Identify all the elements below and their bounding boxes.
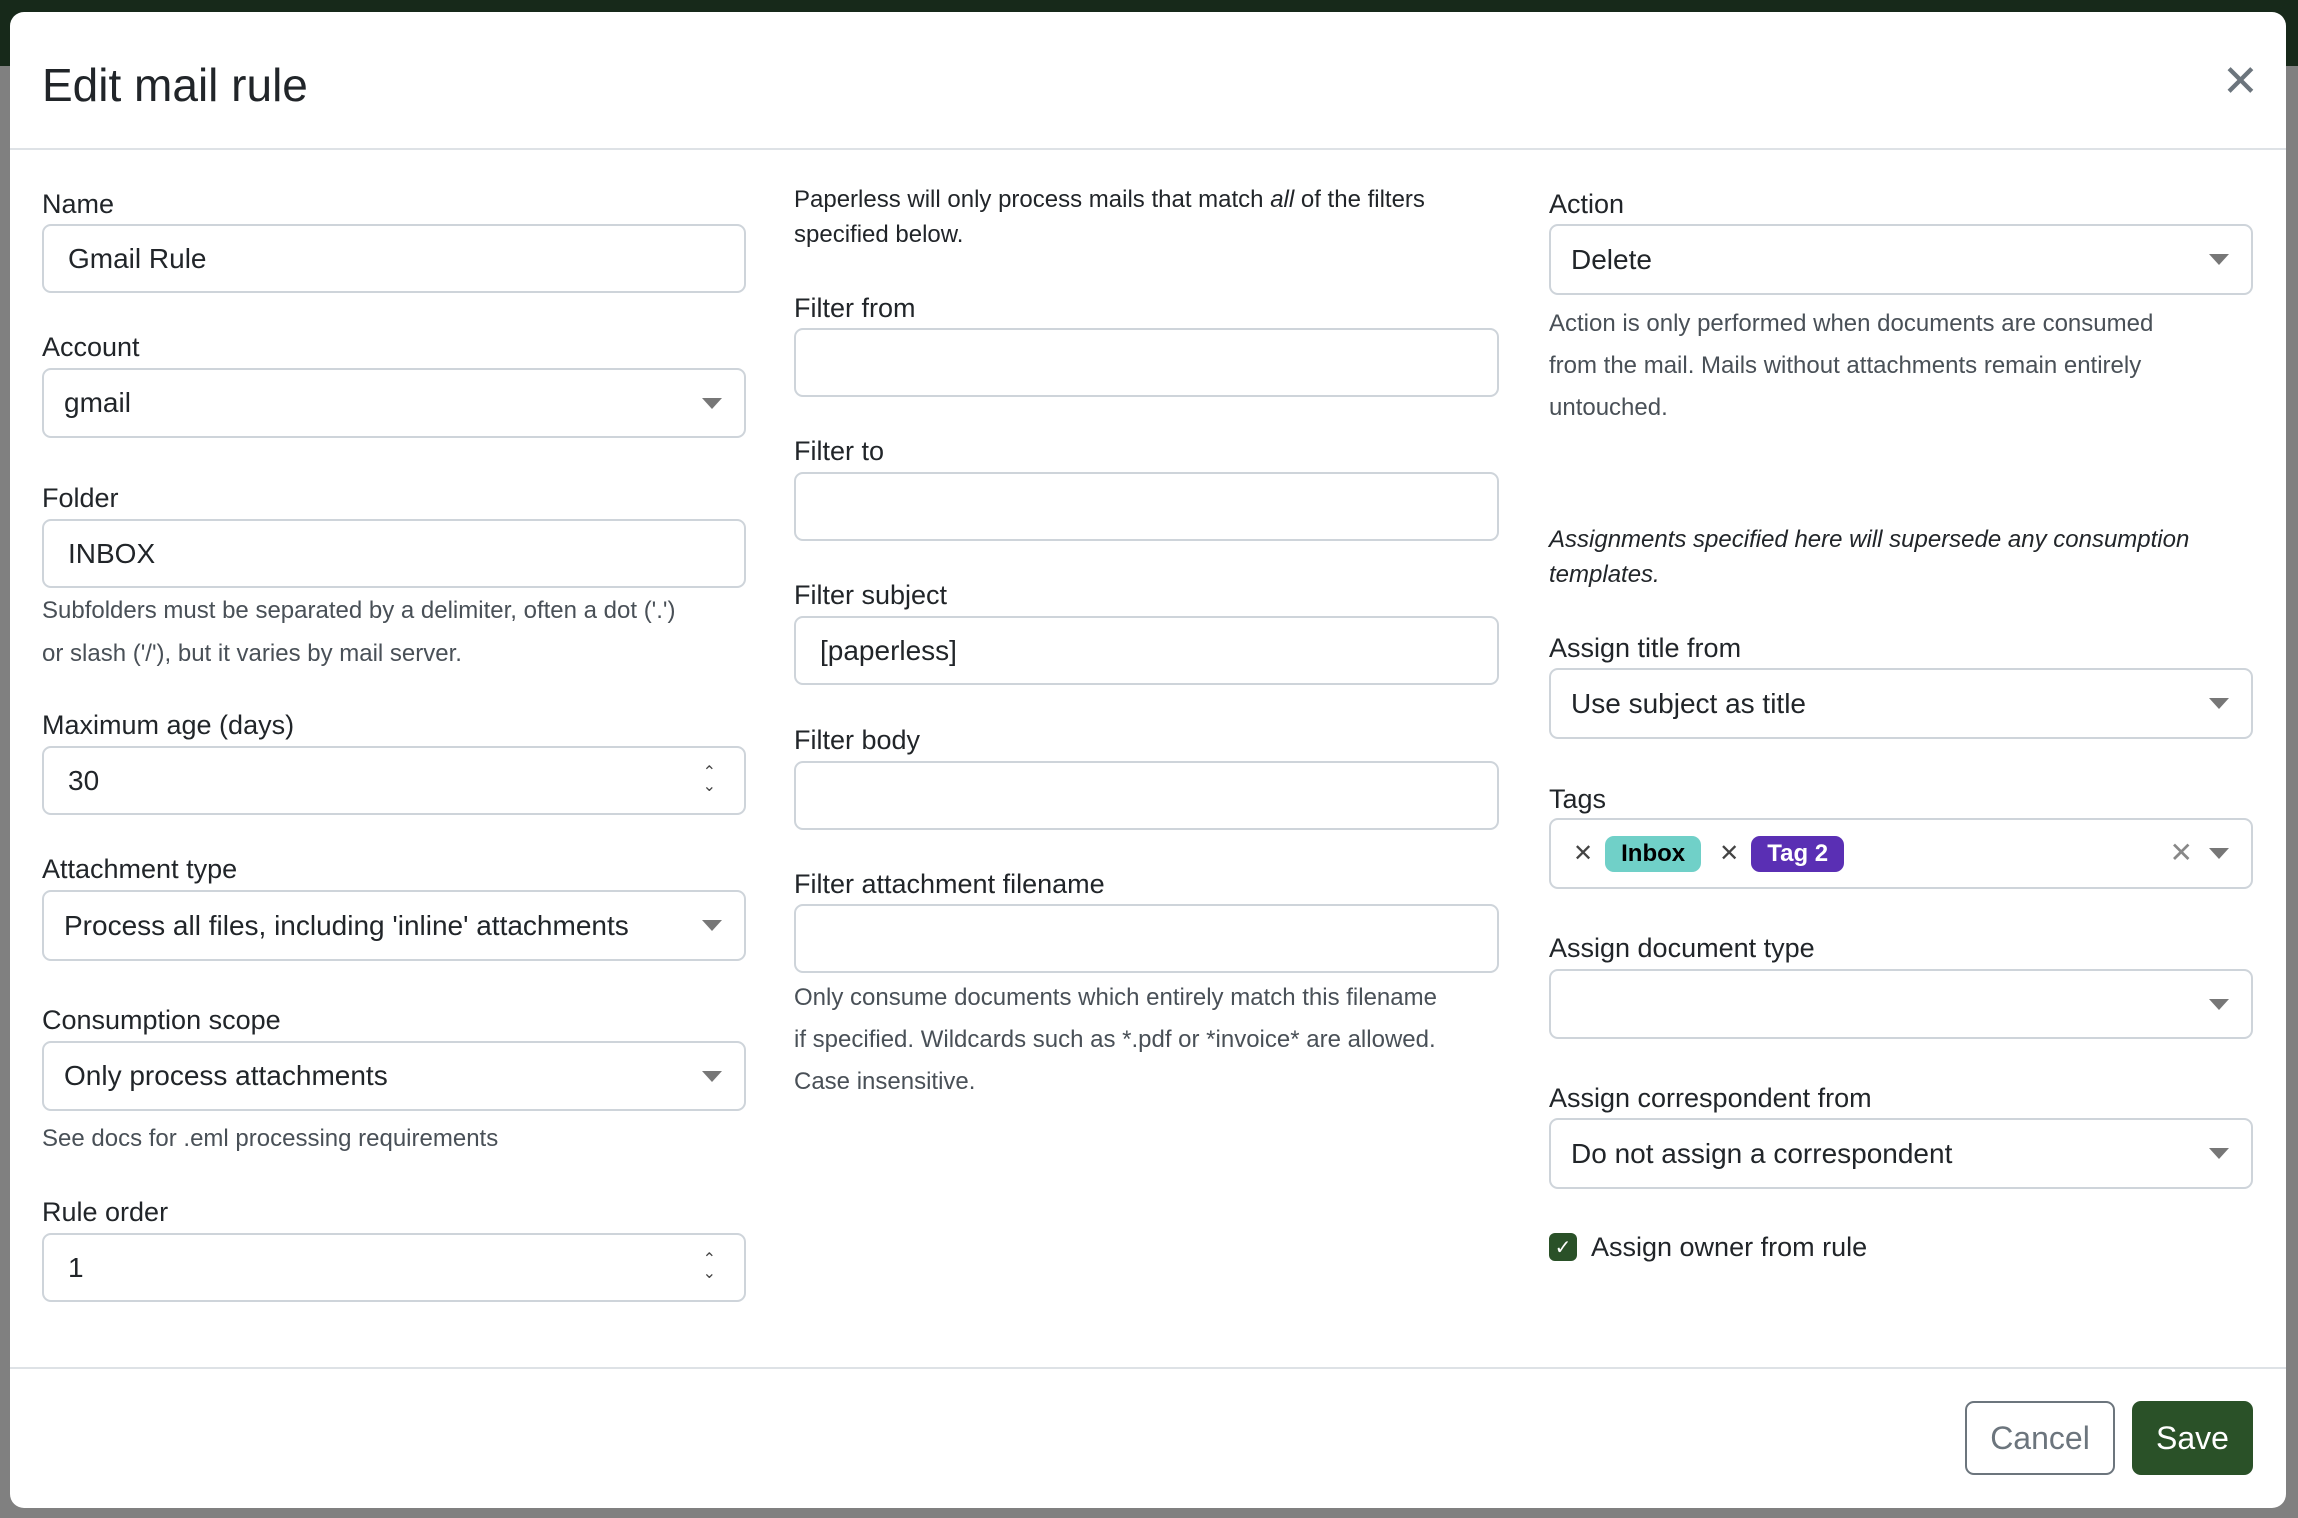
rule-order-label: Rule order bbox=[42, 1197, 169, 1227]
correspondent-label: Assign correspondent from bbox=[1549, 1083, 1872, 1113]
filter-attachment-hint-2: if specified. Wildcards such as *.pdf or… bbox=[794, 1026, 1436, 1053]
chevron-down-icon bbox=[2209, 999, 2229, 1010]
max-age-value: 30 bbox=[68, 764, 100, 796]
folder-hint-2: or slash ('/'), but it varies by mail se… bbox=[42, 640, 462, 667]
remove-tag-icon[interactable]: ✕ bbox=[1719, 840, 1740, 867]
tags-select[interactable]: ✕ Inbox ✕ Tag 2 ✕ bbox=[1549, 818, 2253, 889]
filter-subject-value: [paperless] bbox=[820, 634, 957, 666]
title-from-value: Use subject as title bbox=[1571, 687, 1806, 719]
header-divider bbox=[10, 148, 2286, 150]
remove-tag-icon[interactable]: ✕ bbox=[1573, 840, 1594, 867]
attachment-type-value: Process all files, including 'inline' at… bbox=[64, 909, 629, 941]
action-value: Delete bbox=[1571, 243, 1652, 275]
name-value: Gmail Rule bbox=[68, 242, 207, 274]
consumption-scope-hint: See docs for .eml processing requirement… bbox=[42, 1125, 499, 1152]
owner-checkbox-label: Assign owner from rule bbox=[1591, 1232, 1868, 1262]
filter-attachment-input[interactable] bbox=[794, 904, 1499, 973]
intro-text: Paperless will only process mails that m… bbox=[794, 186, 1271, 213]
dialog-title: Edit mail rule bbox=[42, 59, 308, 111]
correspondent-value: Do not assign a correspondent bbox=[1571, 1137, 1953, 1169]
chevron-down-icon bbox=[2209, 1148, 2229, 1159]
chevron-down-icon bbox=[702, 920, 722, 931]
filter-from-label: Filter from bbox=[794, 293, 916, 323]
action-hint-2: from the mail. Mails without attachments… bbox=[1549, 352, 2142, 379]
account-label: Account bbox=[42, 332, 140, 362]
clear-all-icon[interactable]: ✕ bbox=[2169, 837, 2193, 868]
title-from-select[interactable]: Use subject as title bbox=[1549, 668, 2253, 739]
tag-chip-tag-2: Tag 2 bbox=[1751, 835, 1845, 872]
chevron-down-icon bbox=[2209, 848, 2229, 859]
filter-subject-label: Filter subject bbox=[794, 580, 948, 610]
footer-divider bbox=[10, 1367, 2286, 1369]
action-select[interactable]: Delete bbox=[1549, 224, 2253, 295]
owner-checkbox-row[interactable]: ✓ Assign owner from rule bbox=[1549, 1232, 1867, 1262]
filter-intro: Paperless will only process mails that m… bbox=[794, 182, 1425, 217]
filter-to-label: Filter to bbox=[794, 436, 885, 466]
chevron-down-icon bbox=[702, 398, 722, 409]
rule-order-input[interactable]: 1 ⌃ ⌄ bbox=[42, 1233, 746, 1302]
document-type-label: Assign document type bbox=[1549, 933, 1815, 963]
chevron-down-icon bbox=[2209, 254, 2229, 265]
assignments-note-2: templates. bbox=[1549, 561, 1660, 588]
max-age-label: Maximum age (days) bbox=[42, 710, 295, 740]
document-type-select[interactable] bbox=[1549, 969, 2253, 1039]
correspondent-select[interactable]: Do not assign a correspondent bbox=[1549, 1118, 2253, 1189]
stepper-icon[interactable]: ⌃ ⌄ bbox=[702, 1251, 716, 1282]
chevron-down-icon bbox=[2209, 698, 2229, 709]
folder-value: INBOX bbox=[68, 537, 156, 569]
filter-body-label: Filter body bbox=[794, 725, 921, 755]
action-hint-1: Action is only performed when documents … bbox=[1549, 310, 2154, 337]
consumption-scope-value: Only process attachments bbox=[64, 1060, 388, 1091]
save-button[interactable]: Save bbox=[2132, 1401, 2253, 1475]
action-label: Action bbox=[1549, 189, 1625, 219]
filter-subject-input[interactable]: [paperless] bbox=[794, 616, 1499, 685]
close-icon[interactable]: ✕ bbox=[2222, 57, 2259, 106]
max-age-input[interactable]: 30 ⌃ ⌄ bbox=[42, 746, 746, 815]
chevron-down-icon bbox=[702, 1071, 722, 1082]
filter-attachment-label: Filter attachment filename bbox=[794, 869, 1105, 899]
cancel-button[interactable]: Cancel bbox=[1965, 1401, 2115, 1475]
attachment-type-label: Attachment type bbox=[42, 854, 238, 884]
tags-label: Tags bbox=[1549, 784, 1607, 814]
stepper-icon[interactable]: ⌃ ⌄ bbox=[702, 764, 716, 795]
intro-emphasis: all bbox=[1270, 186, 1295, 213]
filter-attachment-hint-3: Case insensitive. bbox=[794, 1068, 976, 1095]
rule-order-value: 1 bbox=[68, 1251, 84, 1283]
edit-mail-rule-dialog: Edit mail rule ✕ Name Gmail Rule Account… bbox=[10, 12, 2286, 1508]
filter-intro-2: specified below. bbox=[794, 221, 964, 248]
name-label: Name bbox=[42, 189, 115, 219]
action-hint-3: untouched. bbox=[1549, 394, 1668, 421]
folder-hint-1: Subfolders must be separated by a delimi… bbox=[42, 597, 676, 624]
filter-to-input[interactable] bbox=[794, 472, 1499, 541]
filter-attachment-hint-1: Only consume documents which entirely ma… bbox=[794, 984, 1437, 1011]
folder-input[interactable]: INBOX bbox=[42, 519, 746, 588]
consumption-scope-label: Consumption scope bbox=[42, 1005, 281, 1035]
attachment-type-select[interactable]: Process all files, including 'inline' at… bbox=[42, 890, 746, 961]
checkbox-checked-icon[interactable]: ✓ bbox=[1549, 1233, 1577, 1261]
name-input[interactable]: Gmail Rule bbox=[42, 224, 746, 293]
account-value: gmail bbox=[64, 387, 131, 418]
folder-label: Folder bbox=[42, 483, 119, 513]
intro-text: of the filters bbox=[1294, 186, 1425, 213]
filter-from-input[interactable] bbox=[794, 328, 1499, 397]
filter-body-input[interactable] bbox=[794, 761, 1499, 830]
tag-chip-inbox: Inbox bbox=[1605, 835, 1702, 872]
assignments-note-1: Assignments specified here will supersed… bbox=[1549, 526, 2190, 553]
title-from-label: Assign title from bbox=[1549, 633, 1742, 663]
consumption-scope-select[interactable]: Only process attachments bbox=[42, 1041, 746, 1111]
account-select[interactable]: gmail bbox=[42, 368, 746, 438]
